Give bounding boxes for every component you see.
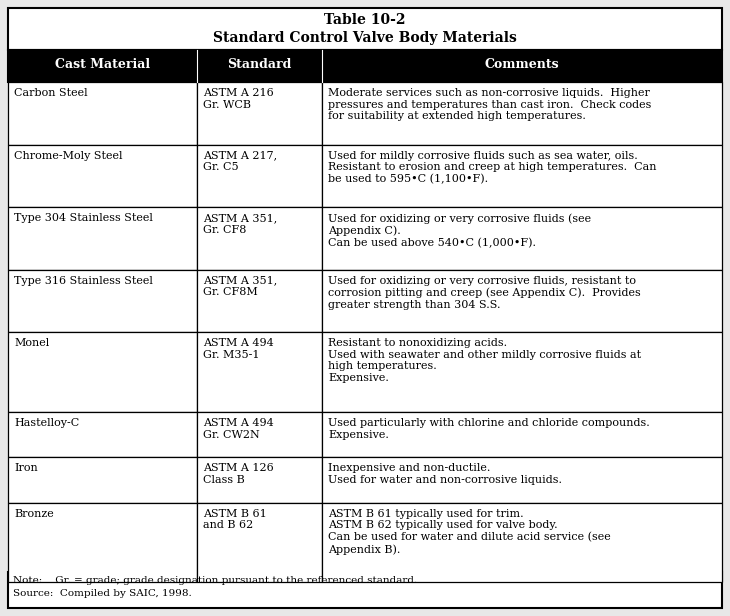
- Bar: [197, 503, 322, 583]
- Bar: [197, 412, 322, 457]
- Text: ASTM A 126
Class B: ASTM A 126 Class B: [203, 463, 274, 485]
- Bar: [322, 332, 722, 412]
- Bar: [8, 270, 197, 332]
- Text: Moderate services such as non-corrosive liquids.  Higher
pressures and temperatu: Moderate services such as non-corrosive …: [328, 88, 652, 121]
- Bar: [197, 332, 322, 412]
- Text: Table 10-2: Table 10-2: [324, 13, 406, 26]
- Bar: [197, 82, 322, 145]
- Text: Source:  Compiled by SAIC, 1998.: Source: Compiled by SAIC, 1998.: [13, 589, 192, 598]
- Bar: [322, 503, 722, 583]
- Bar: [8, 503, 197, 583]
- Text: Bronze: Bronze: [14, 509, 54, 519]
- Text: Used for oxidizing or very corrosive fluids, resistant to
corrosion pitting and : Used for oxidizing or very corrosive flu…: [328, 276, 641, 310]
- Bar: [197, 270, 322, 332]
- Bar: [322, 457, 722, 503]
- Bar: [322, 207, 722, 270]
- Text: ASTM A 494
Gr. M35-1: ASTM A 494 Gr. M35-1: [203, 338, 274, 360]
- Bar: [8, 332, 197, 412]
- Text: Carbon Steel: Carbon Steel: [14, 88, 88, 98]
- Text: Hastelloy-C: Hastelloy-C: [14, 418, 80, 428]
- Bar: [8, 82, 197, 145]
- Text: Inexpensive and non-ductile.
Used for water and non-corrosive liquids.: Inexpensive and non-ductile. Used for wa…: [328, 463, 562, 485]
- Bar: [322, 145, 722, 207]
- Text: ASTM A 494
Gr. CW2N: ASTM A 494 Gr. CW2N: [203, 418, 274, 440]
- Text: ASTM B 61
and B 62: ASTM B 61 and B 62: [203, 509, 267, 530]
- Bar: [322, 82, 722, 145]
- Text: Type 304 Stainless Steel: Type 304 Stainless Steel: [14, 213, 153, 223]
- Text: Chrome-Moly Steel: Chrome-Moly Steel: [14, 150, 123, 161]
- Bar: [8, 8, 722, 50]
- Text: Iron: Iron: [14, 463, 38, 473]
- Text: Type 316 Stainless Steel: Type 316 Stainless Steel: [14, 276, 153, 286]
- Text: Standard Control Valve Body Materials: Standard Control Valve Body Materials: [213, 31, 517, 45]
- Text: Monel: Monel: [14, 338, 49, 348]
- Text: Standard: Standard: [228, 59, 292, 71]
- Bar: [197, 145, 322, 207]
- Text: Used for oxidizing or very corrosive fluids (see
Appendix C).
Can be used above : Used for oxidizing or very corrosive flu…: [328, 213, 591, 248]
- Text: ASTM A 216
Gr. WCB: ASTM A 216 Gr. WCB: [203, 88, 274, 110]
- Text: Used for mildly corrosive fluids such as sea water, oils.
Resistant to erosion a: Used for mildly corrosive fluids such as…: [328, 150, 657, 184]
- Text: ASTM B 61 typically used for trim.
ASTM B 62 typically used for valve body.
Can : ASTM B 61 typically used for trim. ASTM …: [328, 509, 611, 554]
- Text: ASTM A 351,
Gr. CF8M: ASTM A 351, Gr. CF8M: [203, 276, 277, 298]
- Text: ASTM A 217,
Gr. C5: ASTM A 217, Gr. C5: [203, 150, 277, 172]
- Bar: [8, 50, 722, 82]
- Bar: [8, 145, 197, 207]
- Text: Comments: Comments: [485, 59, 559, 71]
- Bar: [322, 270, 722, 332]
- Text: Used particularly with chlorine and chloride compounds.
Expensive.: Used particularly with chlorine and chlo…: [328, 418, 650, 440]
- Bar: [197, 457, 322, 503]
- Text: Cast Material: Cast Material: [55, 59, 150, 71]
- Bar: [322, 412, 722, 457]
- Text: ASTM A 351,
Gr. CF8: ASTM A 351, Gr. CF8: [203, 213, 277, 235]
- Bar: [197, 207, 322, 270]
- Bar: [8, 207, 197, 270]
- Text: Resistant to nonoxidizing acids.
Used with seawater and other mildly corrosive f: Resistant to nonoxidizing acids. Used wi…: [328, 338, 641, 383]
- Bar: [8, 412, 197, 457]
- Bar: [8, 572, 722, 608]
- Bar: [8, 457, 197, 503]
- Text: Note:    Gr. = grade; grade designation pursuant to the referenced standard.: Note: Gr. = grade; grade designation pur…: [13, 576, 418, 585]
